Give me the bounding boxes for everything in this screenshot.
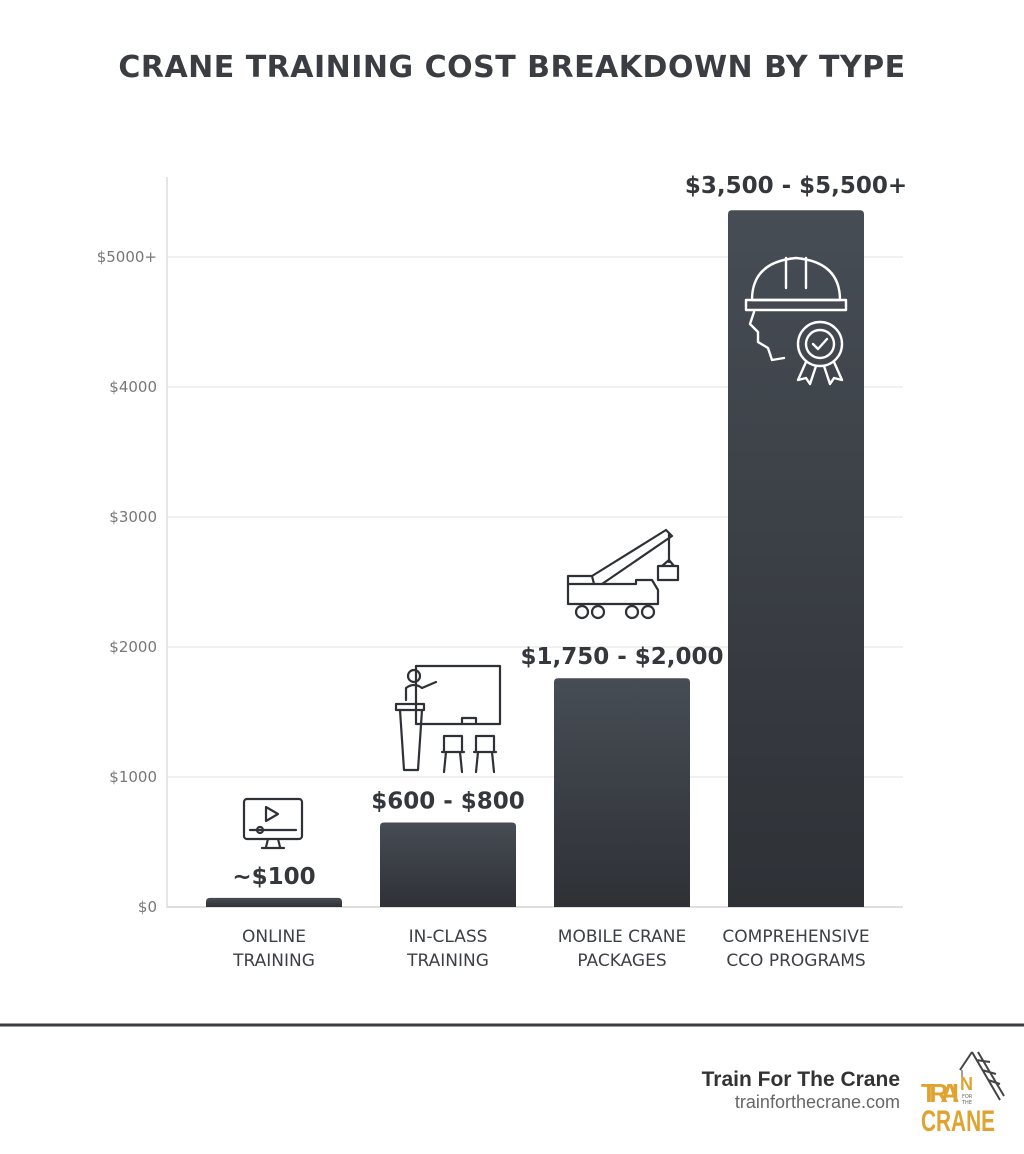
bar-1 bbox=[380, 822, 516, 907]
category-label: MOBILE CRANE bbox=[558, 927, 686, 947]
hardhat-gear-badge-icon bbox=[744, 256, 848, 386]
footer-brand: Train For The Crane bbox=[702, 1068, 900, 1091]
category-labels: ONLINE TRAINING IN-CLASS TRAINING MOBILE CRA… bbox=[232, 927, 869, 971]
data-label: $1,750 - $2,000 bbox=[520, 644, 723, 670]
y-tick-labels: $0 $1000 $2000 $3000 $4000 $5000+ bbox=[97, 248, 157, 916]
bars bbox=[206, 210, 864, 907]
svg-text:CRANE: CRANE bbox=[921, 1105, 995, 1138]
y-tick-label: $1000 bbox=[109, 768, 157, 786]
y-tick-label: $2000 bbox=[109, 638, 157, 656]
bar-3 bbox=[728, 210, 864, 907]
y-tick-label: $0 bbox=[138, 898, 157, 916]
chart-title: CRANE TRAINING COST BREAKDOWN BY TYPE bbox=[118, 50, 905, 85]
svg-text:FOR: FOR bbox=[962, 1094, 973, 1100]
train-for-the-crane-logo: TRAI N FOR THE CRANE bbox=[921, 1051, 1005, 1138]
y-tick-label: $4000 bbox=[109, 378, 157, 396]
bar-0 bbox=[206, 897, 342, 907]
category-label: TRAINING bbox=[232, 951, 315, 971]
y-tick-label: $5000+ bbox=[97, 248, 157, 266]
data-label: $600 - $800 bbox=[371, 789, 525, 815]
classroom-teacher-icon bbox=[394, 664, 502, 774]
monitor-video-icon bbox=[242, 797, 304, 850]
y-tick-label: $3000 bbox=[109, 508, 157, 526]
svg-text:THE: THE bbox=[961, 1100, 972, 1106]
footer-url[interactable]: trainforthecrane.com bbox=[735, 1092, 900, 1112]
data-labels: ~$100 $600 - $800 $1,750 - $2,000 $3,500 - … bbox=[232, 173, 907, 890]
svg-text:N: N bbox=[960, 1074, 973, 1094]
bar-2 bbox=[554, 678, 690, 907]
svg-text:TRAI: TRAI bbox=[921, 1078, 960, 1108]
category-label: PACKAGES bbox=[577, 951, 666, 971]
data-label: $3,500 - $5,500+ bbox=[685, 173, 907, 199]
category-label: CCO PROGRAMS bbox=[726, 951, 865, 971]
data-label: ~$100 bbox=[232, 864, 315, 890]
category-label: IN-CLASS bbox=[409, 927, 488, 947]
category-label: ONLINE bbox=[242, 927, 306, 947]
mobile-crane-truck-icon bbox=[566, 528, 680, 620]
category-label: COMPREHENSIVE bbox=[722, 927, 869, 947]
category-label: TRAINING bbox=[406, 951, 489, 971]
